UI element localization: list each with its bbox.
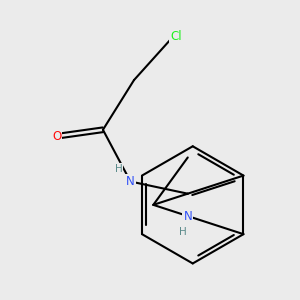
Text: H: H — [179, 227, 187, 238]
Text: N: N — [126, 175, 135, 188]
Text: Cl: Cl — [170, 30, 182, 43]
Text: H: H — [115, 164, 123, 174]
Text: O: O — [52, 130, 61, 143]
Text: N: N — [183, 210, 192, 223]
